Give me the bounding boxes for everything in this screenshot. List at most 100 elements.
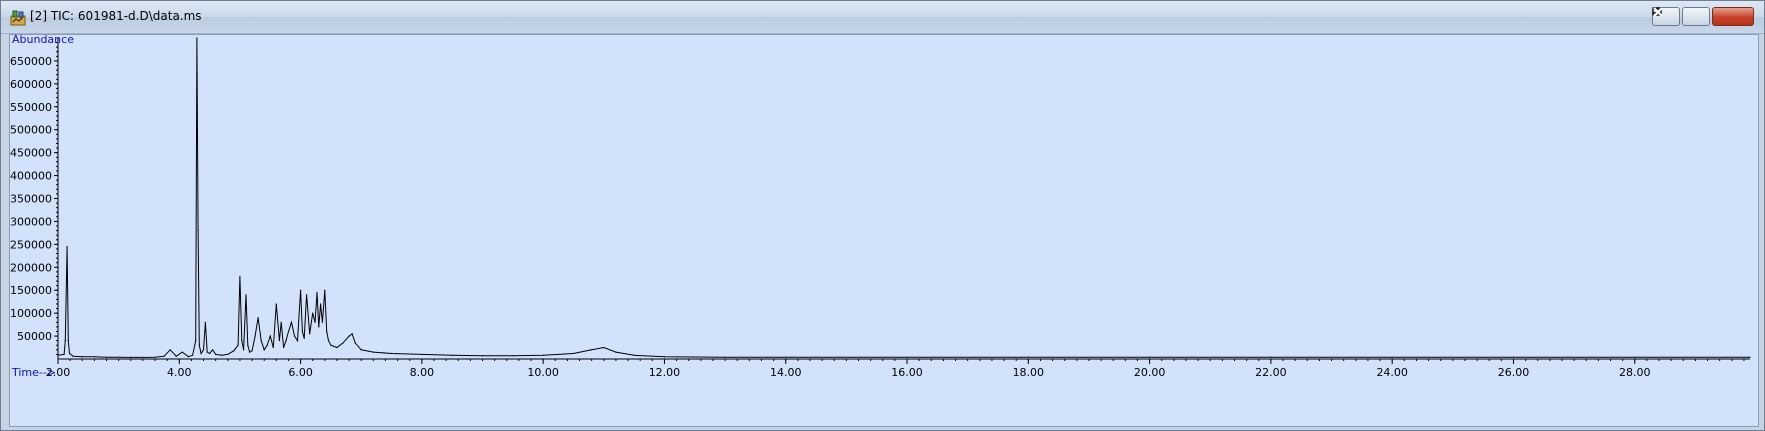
x-tick-label: 24.00 [1376,366,1408,379]
data-point [249,351,251,353]
y-tick-label: 650000 [10,55,52,68]
data-point [301,330,303,333]
title-bar[interactable]: [2] TIC: 601981-d.D\data.ms [1,1,1764,34]
data-point [360,349,362,351]
data-point [195,340,197,342]
data-point [221,354,223,356]
y-tick-label: 550000 [10,101,52,114]
data-point [81,356,83,358]
data-point [263,349,265,351]
data-point [906,356,908,358]
y-tick-label: 300000 [10,215,52,228]
data-point [142,356,144,358]
data-point [269,335,271,337]
data-point [63,353,65,356]
data-point [603,346,605,349]
data-point [342,342,344,344]
data-point [1512,356,1515,358]
window-title: [2] TIC: 601981-d.D\data.ms [30,9,202,23]
tic-chart: Abundance Time--> 50000 100000 150000 20000… [10,35,1751,379]
app-icon [10,10,26,26]
data-point [68,352,71,355]
data-point [283,346,285,349]
data-point [663,356,666,358]
close-button[interactable] [1653,7,1754,26]
restore-button[interactable] [1652,7,1710,26]
data-point [260,340,262,342]
x-tick-label: 8.00 [410,366,435,379]
y-tick-label: 50000 [17,330,52,343]
data-point [303,337,305,339]
data-point [542,354,544,356]
data-point [57,354,59,356]
data-point [200,352,202,355]
x-tick-label: 10.00 [527,366,559,379]
y-tick-label: 600000 [10,78,52,91]
data-point [196,37,198,39]
data-point [287,330,290,333]
data-point [309,333,311,335]
x-tick-label: 4.00 [167,366,192,379]
data-point [187,356,189,358]
data-point [272,346,274,349]
x-tick-label: 16.00 [891,366,923,379]
data-point [247,344,249,346]
chart-axes: 50000 100000 150000 200000 250000 300000 35000… [10,38,1750,379]
data-point [330,344,332,346]
y-tick-label: 250000 [10,238,52,251]
data-point [336,346,338,349]
y-tick-label: 150000 [10,284,52,297]
x-tick-label: 2.00 [46,366,71,379]
data-point [306,294,308,296]
chart-series [57,37,1751,358]
data-point [257,317,259,319]
data-point [512,355,514,357]
x-axis-label: Time--> [11,366,56,379]
data-point [67,340,69,342]
data-point [163,355,165,357]
window-controls [1652,7,1754,26]
data-point [233,350,235,352]
data-point [118,356,120,358]
data-point [1749,356,1751,358]
data-point [130,356,132,358]
data-point [481,355,484,357]
data-point [633,354,635,356]
data-point [351,333,353,335]
data-point [724,356,726,358]
chromatogram-plot-area[interactable]: Abundance Time--> 50000 100000 150000 20000… [9,34,1759,427]
data-point [169,349,171,351]
data-point [275,303,277,305]
data-point [785,356,787,358]
data-point [72,355,74,357]
data-point [372,351,374,353]
y-axis-label: Abundance [12,35,74,46]
data-point [206,351,208,353]
data-point [254,335,256,337]
data-point [451,354,453,356]
data-point [192,354,194,356]
x-tick-label: 18.00 [1013,366,1045,379]
x-tick-label: 14.00 [770,366,802,379]
data-point [1634,356,1636,358]
data-point [209,352,211,355]
y-tick-label: 350000 [10,193,52,206]
data-point [296,340,299,342]
close-icon [1653,7,1663,17]
data-point [327,340,330,342]
data-point [280,321,282,323]
data-point [93,356,95,358]
data-point [198,344,200,346]
data-point [181,351,183,353]
y-tick-label: 400000 [10,170,52,183]
data-point [266,344,268,346]
data-point [242,349,245,351]
y-tick-label: 450000 [10,147,52,160]
y-tick-label: 500000 [10,124,52,137]
y-tick-label: 200000 [10,261,52,274]
data-point [316,291,318,294]
data-point [326,330,328,333]
data-point [227,353,229,356]
data-point [239,275,241,278]
